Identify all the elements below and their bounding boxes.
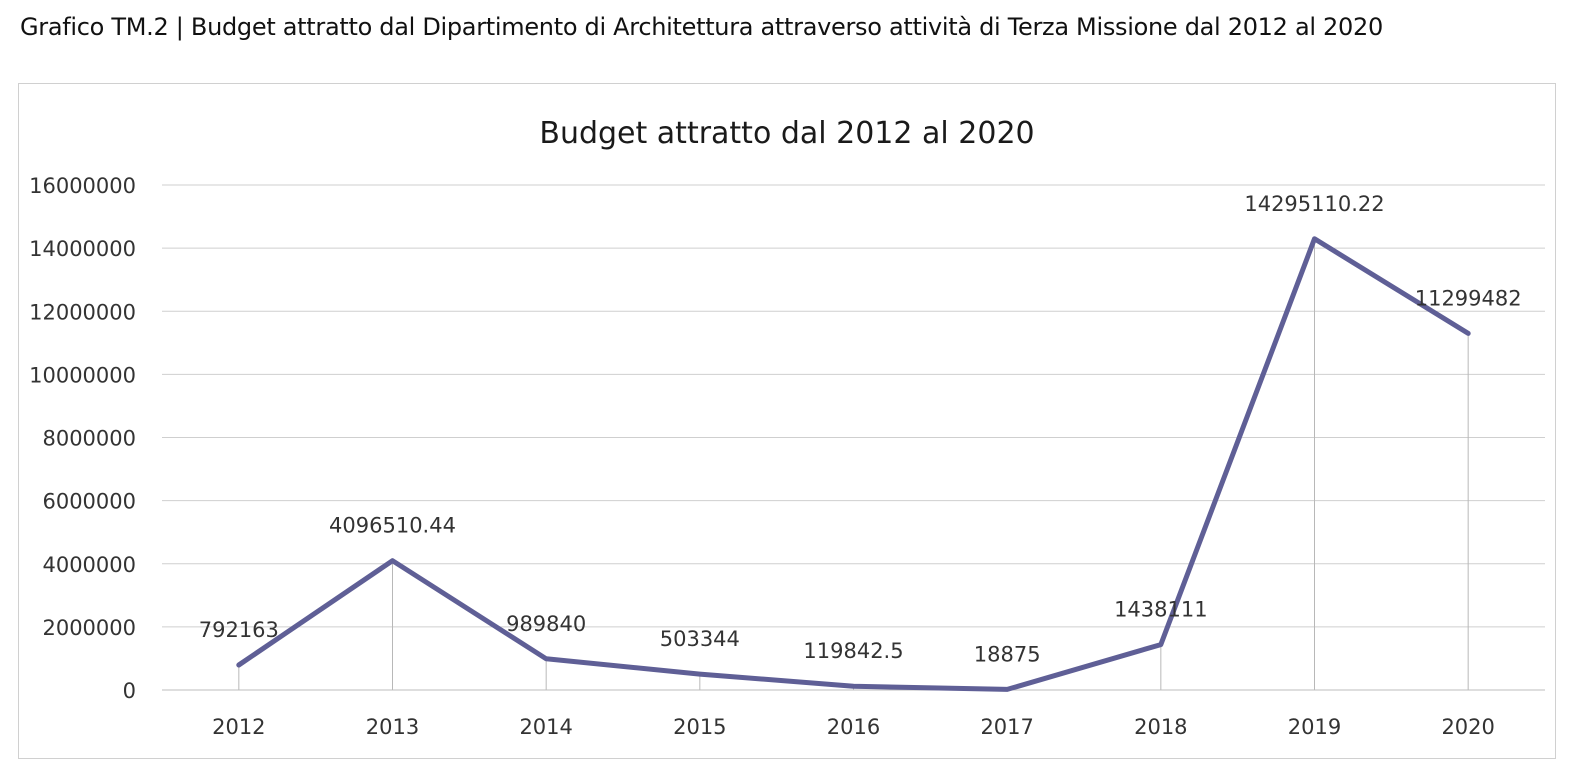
y-tick-label: 0	[123, 679, 136, 703]
y-tick-label: 10000000	[29, 363, 136, 387]
data-label: 18875	[974, 642, 1041, 666]
figure-caption: Grafico TM.2 | Budget attratto dal Dipar…	[20, 13, 1383, 41]
y-tick-label: 6000000	[42, 490, 136, 514]
y-tick-label: 14000000	[29, 237, 136, 261]
data-label: 989840	[506, 612, 586, 636]
x-tick-label: 2020	[1441, 715, 1494, 739]
x-tick-label: 2013	[366, 715, 419, 739]
y-tick-label: 16000000	[29, 174, 136, 198]
y-axis-ticks: 0 2000000 4000000 6000000 8000000 10000000 120…	[29, 174, 136, 703]
drop-lines	[238, 238, 1469, 690]
data-label: 14295110.22	[1244, 192, 1384, 216]
series-line	[236, 236, 1471, 692]
data-label: 792163	[199, 618, 279, 642]
x-tick-label: 2019	[1288, 715, 1341, 739]
data-label: 503344	[660, 627, 740, 651]
y-tick-label: 12000000	[29, 300, 136, 324]
y-tick-label: 2000000	[42, 616, 136, 640]
series-group	[236, 236, 1471, 692]
x-tick-label: 2016	[827, 715, 880, 739]
y-tick-label: 8000000	[42, 427, 136, 451]
data-labels: 792163 4096510.44 989840 503344 119842.5 1887…	[199, 192, 1522, 667]
chart-title: Budget attratto dal 2012 al 2020	[539, 116, 1034, 151]
data-label: 119842.5	[803, 639, 903, 663]
x-axis-ticks: 2012 2013 2014 2015 2016 2017 2018 2019 2020	[212, 715, 1495, 739]
data-label: 1438111	[1114, 598, 1208, 622]
chart-frame	[18, 83, 1556, 759]
x-tick-label: 2015	[673, 715, 726, 739]
y-tick-label: 4000000	[42, 553, 136, 577]
data-label: 11299482	[1415, 286, 1522, 310]
x-tick-label: 2014	[519, 715, 572, 739]
x-tick-label: 2012	[212, 715, 265, 739]
x-tick-label: 2018	[1134, 715, 1187, 739]
data-label: 4096510.44	[329, 514, 456, 538]
x-tick-label: 2017	[980, 715, 1033, 739]
